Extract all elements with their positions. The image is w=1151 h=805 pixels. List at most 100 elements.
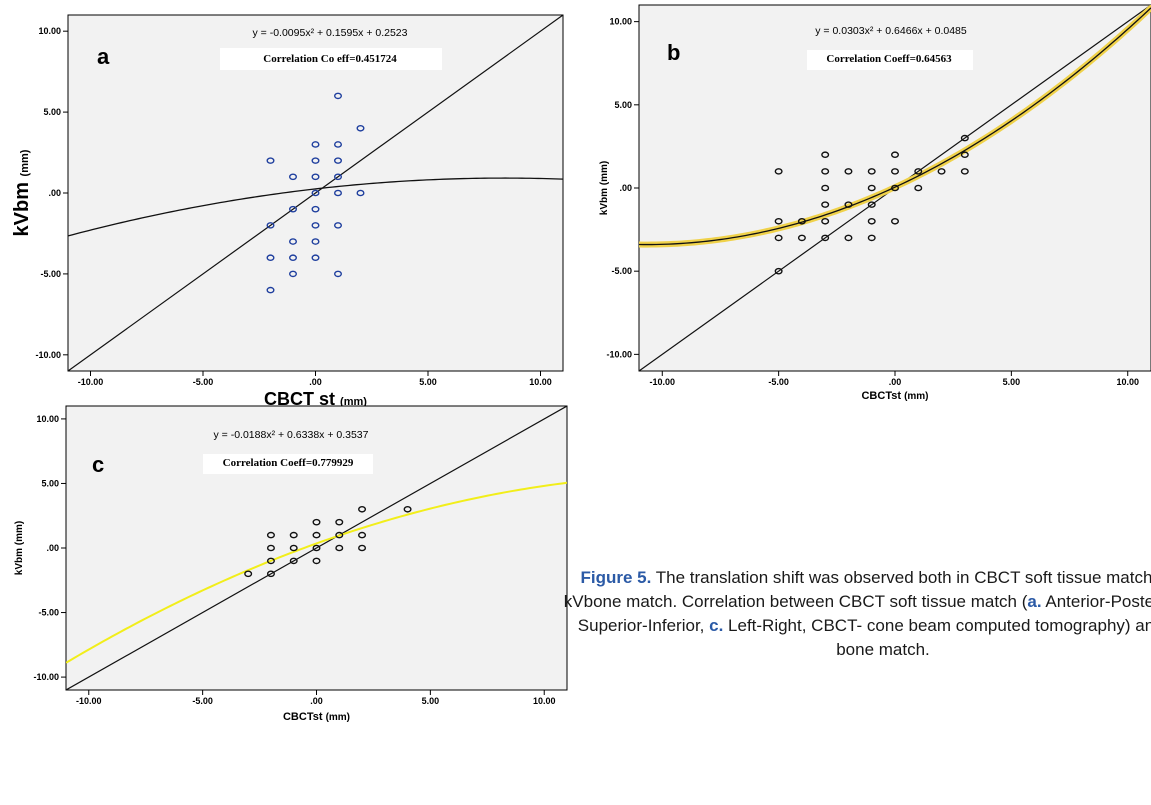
y-axis-label: kVbm (mm)	[599, 161, 610, 215]
y-tick-label: -10.00	[606, 349, 632, 359]
x-tick-label: .00	[309, 377, 322, 387]
correlation-text: Correlation Co eff=0.451724	[263, 53, 397, 65]
y-tick-label: 5.00	[614, 100, 632, 110]
data-point	[774, 234, 783, 242]
data-point	[334, 189, 343, 197]
data-point	[289, 238, 298, 245]
data-point	[311, 222, 320, 229]
caption-text-2: Anterior-Posterior,	[1045, 592, 1151, 611]
x-tick-label: -10.00	[76, 696, 102, 706]
x-tick-label: .00	[310, 696, 323, 706]
x-tick-label: -5.00	[192, 696, 213, 706]
data-point	[266, 557, 275, 565]
data-point	[403, 505, 412, 513]
data-point	[311, 254, 320, 262]
y-tick-label: -5.00	[611, 266, 632, 276]
data-point	[821, 217, 830, 225]
data-point	[335, 544, 344, 552]
data-point	[774, 168, 783, 175]
data-point	[289, 205, 298, 213]
data-point	[312, 531, 321, 539]
caption-a-label: a.	[1027, 592, 1042, 611]
data-point	[334, 92, 343, 100]
x-tick-label: 10.00	[529, 377, 552, 387]
y-axis-label-unit: (mm)	[19, 149, 31, 176]
x-axis-label-main: CBCTst	[861, 390, 904, 402]
data-point	[289, 254, 298, 262]
data-point	[821, 234, 830, 242]
identity-line	[66, 406, 567, 690]
identity-line	[68, 15, 563, 371]
data-point	[960, 151, 969, 159]
y-axis-label: kVbm (mm)	[14, 521, 25, 575]
data-point	[797, 234, 806, 242]
data-point	[867, 168, 876, 175]
x-axis-label-unit: (mm)	[340, 396, 367, 408]
y-tick-label: .00	[619, 183, 632, 193]
caption-figure-label: Figure 5.	[580, 568, 652, 587]
data-point	[774, 217, 783, 225]
chart-panel-a: -10.00 -10.00 -5.00 -5.00 .00 .00 5.00 5.00 10.0…	[11, 14, 564, 409]
x-axis-label-unit: (mm)	[904, 391, 928, 402]
panel-label: c	[92, 452, 104, 477]
x-tick-label: 10.00	[533, 696, 556, 706]
y-tick-label: -5.00	[40, 269, 61, 279]
caption-text-1: The translation shift was observed both …	[563, 568, 1151, 611]
data-point	[867, 201, 876, 208]
chart-panel-c: -10.00 -10.00 -5.00 -5.00 .00 .00 5.00 5.00 10.0…	[14, 405, 568, 723]
data-point	[266, 254, 275, 262]
data-point	[335, 531, 344, 539]
x-axis-label-main: CBCT st	[264, 389, 340, 409]
y-tick-label: 5.00	[43, 107, 61, 117]
data-point	[867, 217, 876, 225]
correlation-text: Correlation Coeff=0.779929	[223, 457, 354, 469]
caption-c-label: c.	[709, 616, 724, 635]
data-point	[891, 151, 900, 159]
data-point	[821, 168, 830, 175]
x-tick-label: -10.00	[78, 377, 104, 387]
plot-inner	[639, 5, 1151, 371]
x-tick-label: 5.00	[1003, 377, 1021, 387]
correlation-box	[220, 48, 442, 70]
y-axis-label-main: kVbm	[14, 545, 25, 575]
data-point	[289, 557, 298, 565]
data-point	[334, 141, 343, 148]
data-point	[312, 518, 321, 526]
data-point	[844, 234, 853, 242]
data-point	[937, 168, 946, 175]
correlation-box	[807, 50, 973, 70]
data-point	[311, 157, 320, 164]
data-point	[867, 184, 876, 192]
data-point	[266, 570, 275, 578]
x-axis-label: CBCTst (mm)	[861, 390, 928, 402]
data-point	[266, 286, 275, 294]
y-axis-label-main: kVbm	[599, 185, 610, 215]
data-point	[312, 557, 321, 565]
x-axis-label-main: CBCTst	[283, 711, 326, 723]
x-tick-label: 10.00	[1116, 377, 1139, 387]
y-tick-label: -5.00	[38, 608, 59, 618]
data-point	[844, 168, 853, 175]
data-point	[311, 141, 320, 148]
data-point	[774, 267, 783, 275]
fit-curve	[66, 481, 567, 664]
data-point	[266, 157, 275, 164]
data-point	[266, 222, 275, 229]
y-axis-label-unit: (mm)	[599, 161, 610, 185]
x-axis-label: CBCTst (mm)	[283, 711, 350, 723]
data-point	[289, 270, 298, 278]
y-tick-label: 10.00	[609, 17, 632, 27]
data-point	[891, 168, 900, 175]
fit-equation: y = -0.0095x² + 0.1595x + 0.2523	[253, 27, 408, 39]
fit-equation: y = -0.0188x² + 0.6338x + 0.3537	[214, 429, 369, 441]
data-point	[358, 505, 367, 513]
data-point	[311, 205, 320, 213]
y-axis-label-main: kVbm	[11, 176, 33, 236]
y-axis-label: kVbm (mm)	[11, 149, 33, 236]
data-point	[356, 189, 365, 197]
plot-inner	[66, 406, 567, 690]
x-tick-label: -10.00	[650, 377, 676, 387]
data-point	[266, 544, 275, 552]
data-point	[311, 173, 320, 181]
